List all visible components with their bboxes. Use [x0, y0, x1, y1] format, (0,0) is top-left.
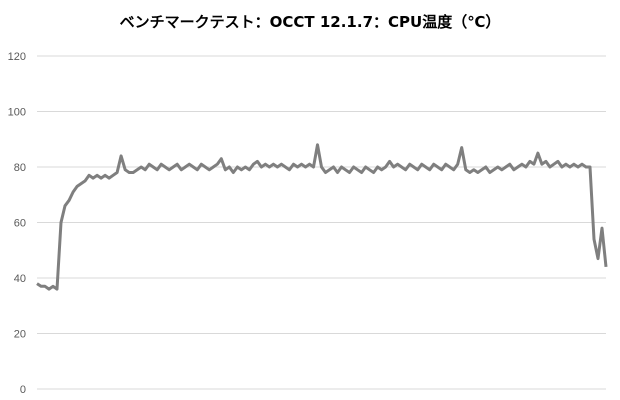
y-tick-label: 80: [14, 162, 26, 174]
y-tick-label: 120: [8, 51, 26, 63]
chart-title: ベンチマークテスト：OCCT 12.1.7：CPU温度（℃）: [120, 13, 501, 31]
y-tick-label: 100: [8, 107, 26, 119]
series: [36, 143, 608, 291]
y-tick-label: 60: [14, 218, 26, 230]
cpu-temperature-line: [36, 143, 608, 291]
y-axis-ticks: 0 20 40 60 80 100 120: [8, 51, 26, 396]
y-tick-label: 0: [20, 384, 26, 396]
y-tick-label: 40: [14, 273, 26, 285]
y-tick-label: 20: [14, 329, 26, 341]
gridlines: [37, 55, 606, 390]
